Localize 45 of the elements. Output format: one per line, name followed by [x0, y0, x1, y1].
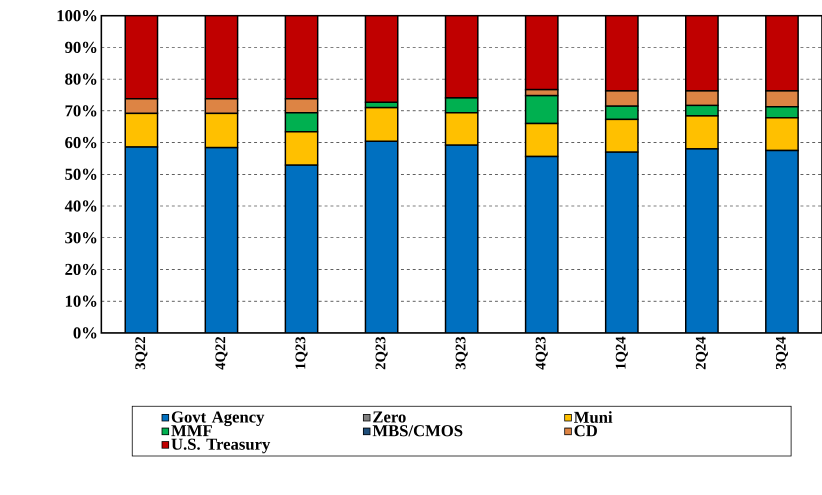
x-tick-label: 1Q23 — [295, 336, 308, 368]
bar — [685, 15, 719, 92]
y-tick-label: 50% — [65, 168, 96, 180]
bar — [444, 144, 479, 333]
legend-label: Muni — [574, 410, 612, 423]
legend-label: MMF — [171, 425, 212, 436]
x-tick-label: 3Q22 — [135, 336, 148, 370]
bar — [124, 146, 158, 333]
legend-label: CD — [574, 424, 597, 436]
x-tick-label: 2Q23 — [376, 336, 388, 369]
bar — [604, 15, 639, 92]
bar — [524, 156, 559, 333]
x-tick-label: 3Q24 — [776, 336, 788, 370]
bar — [765, 15, 799, 92]
bar — [204, 146, 238, 333]
y-tick-label: 100% — [58, 10, 96, 22]
y-tick-label: 60% — [65, 136, 96, 148]
bar — [364, 15, 398, 103]
x-tick-label: 3Q23 — [456, 336, 468, 370]
x-tick-label: 1Q24 — [616, 336, 628, 368]
y-tick-label: 70% — [66, 104, 96, 116]
legend-label: Zero — [373, 411, 406, 422]
bar — [524, 15, 559, 90]
legend-label: U.S. Treasury — [171, 438, 270, 454]
x-tick-label: 2Q24 — [696, 336, 708, 369]
bar — [604, 151, 639, 333]
legend-label: Govt Agency — [172, 411, 264, 426]
bar — [765, 150, 799, 333]
legend-label: MBS/CMOS — [372, 424, 462, 436]
bar — [685, 148, 719, 333]
y-tick-label: 0% — [74, 327, 96, 338]
y-tick-label: 20% — [65, 264, 96, 275]
y-tick-label: 80% — [65, 73, 96, 85]
bar — [204, 15, 238, 100]
x-tick-label: 4Q22 — [215, 336, 228, 370]
x-tick-label: 4Q23 — [536, 336, 548, 370]
y-tick-label: 10% — [66, 295, 96, 307]
y-tick-label: 40% — [64, 200, 96, 212]
bar — [364, 140, 398, 333]
y-tick-label: 90% — [65, 42, 96, 53]
bar — [284, 164, 318, 333]
bar — [444, 15, 479, 98]
bar — [124, 15, 158, 100]
bar — [284, 15, 318, 100]
y-tick-label: 30% — [65, 232, 96, 244]
